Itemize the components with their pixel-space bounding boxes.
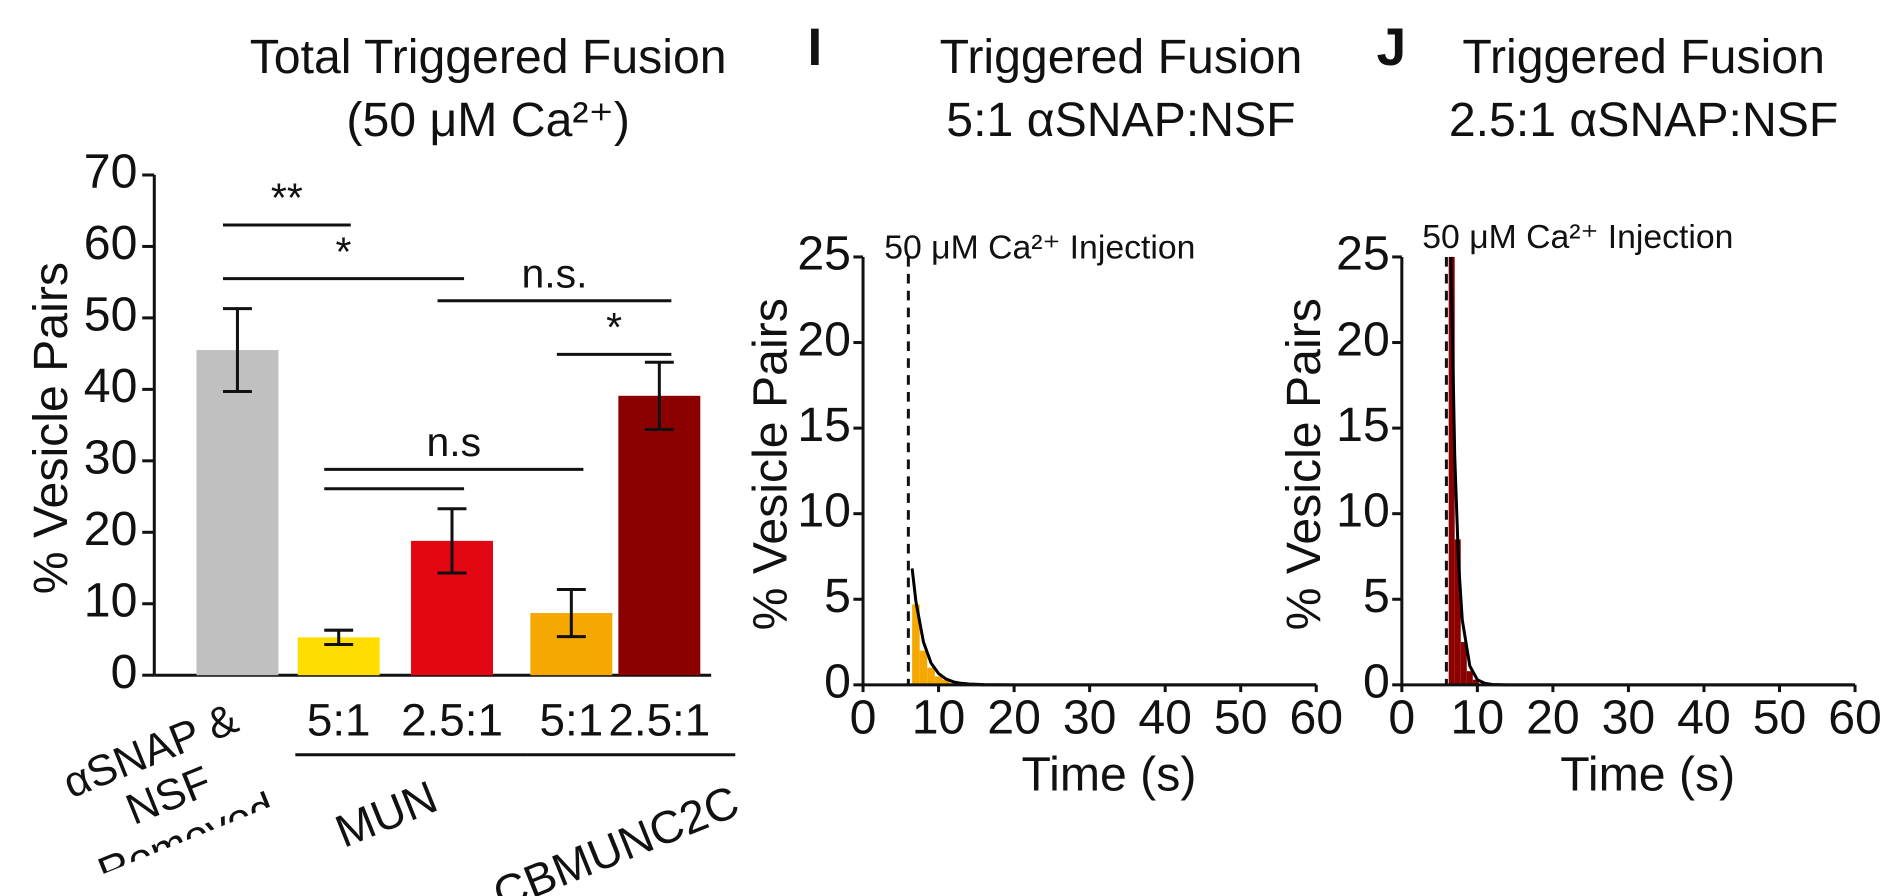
chart-subtitle: 2.5:1 αSNAP:NSF [1449,93,1839,147]
histogram-bar [942,679,950,685]
x-tick-label: 10 [1451,691,1505,745]
y-tick-label: 30 [84,431,138,485]
y-tick-label: 15 [797,398,851,452]
significance-label: * [606,304,622,350]
y-tick-label: 20 [797,312,851,366]
y-tick-label: 20 [84,502,138,556]
error-bar [437,507,467,575]
bar [618,395,701,676]
x-tick-label: 40 [1138,691,1192,745]
annotation: 50 μM Ca²⁺ Injection [1422,218,1733,256]
x-tick-label: 0 [850,691,877,745]
histogram-bar [1460,642,1467,685]
x-tick-label: 10 [912,691,966,745]
x-tick-label: 2.5:1 [401,695,503,746]
x-tick-label: 30 [1063,691,1117,745]
panel-label: J [1377,18,1407,77]
panel-label: I [807,18,822,77]
y-tick-label: 10 [84,573,138,627]
y-tick-label: 5 [1363,569,1390,623]
x-tick-label: 20 [987,691,1041,745]
error-bar [324,628,354,646]
y-axis-label: % Vesicle Pairs [1277,298,1331,630]
x-tick-label: 5:1 [540,695,604,746]
y-axis-label: % Vesicle Pairs [24,262,78,594]
y-axis-label: % Vesicle Pairs [744,298,798,630]
chart-subtitle: 5:1 αSNAP:NSF [946,93,1295,147]
bar [196,350,279,676]
chart-subtitle: (50 μM Ca²⁺) [346,93,630,147]
y-tick-label: 0 [111,645,138,699]
error-bar [222,307,252,394]
histogram-bar [912,604,920,685]
x-tick-label: 60 [1289,691,1343,745]
y-tick-label: 20 [1336,312,1390,366]
annotation: 50 μM Ca²⁺ Injection [884,229,1195,267]
fit-curve [910,568,1317,687]
y-tick-label: 40 [84,359,138,413]
error-bar [644,360,674,431]
group-label: MUN [328,771,444,857]
significance-label: n.s. [521,250,587,296]
x-tick-label: 50 [1214,691,1268,745]
x-axis-label: Time (s) [1560,747,1735,801]
error-bar [556,587,586,639]
histogram-bar [1454,539,1461,685]
significance-label: ** [271,175,303,221]
significance-label: * [336,228,352,274]
significance-label: n.s [426,419,481,465]
x-tick-label: 50 [1753,691,1807,745]
fit-curve [1449,256,1856,687]
x-axis-label: Time (s) [1021,747,1196,801]
y-tick-label: 70 [84,145,138,199]
y-tick-label: 25 [1336,227,1390,281]
x-tick-label: αSNAP & NSF Removed [55,693,282,893]
x-tick-label: 5:1 [307,695,371,746]
x-tick-label: 2.5:1 [608,695,710,746]
group-label: CBMUNC2C [486,776,746,896]
histogram-bar [934,676,943,685]
histogram-bar [1466,671,1473,685]
chart-title: Triggered Fusion [1462,30,1825,84]
y-tick-label: 10 [1336,483,1390,537]
y-tick-label: 0 [824,655,851,709]
y-tick-label: 60 [84,216,138,270]
chart-title: Total Triggered Fusion [250,30,727,84]
x-tick-label-box: αSNAP & NSF Removed [55,693,282,893]
y-tick-label: 25 [797,227,851,281]
histogram-bar [1472,679,1479,685]
x-tick-label: 60 [1828,691,1882,745]
y-tick-label: 5 [824,569,851,623]
x-tick-label: 30 [1602,691,1656,745]
histogram-bar [927,667,935,685]
y-tick-label: 0 [1363,655,1390,709]
chart-title: Triggered Fusion [940,30,1303,84]
histogram-bar [1448,256,1455,685]
x-tick-label: 40 [1677,691,1731,745]
x-tick-label: 20 [1526,691,1580,745]
histogram-bar [919,650,928,685]
y-tick-label: 15 [1336,398,1390,452]
x-tick-label: 0 [1388,691,1415,745]
y-tick-label: 10 [797,483,851,537]
y-tick-label: 50 [84,288,138,342]
